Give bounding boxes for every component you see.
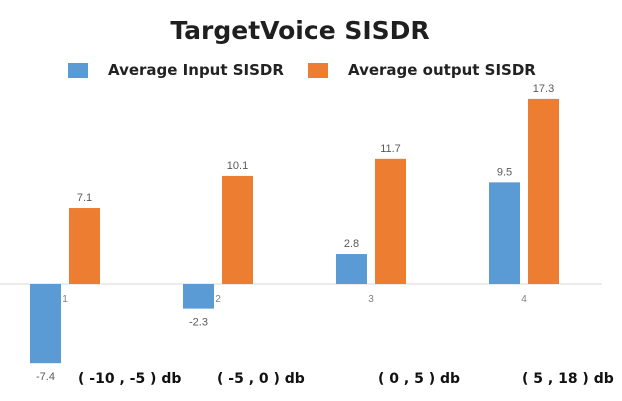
legend-item-output: Average output SISDR (308, 61, 536, 79)
bar-input-1 (30, 284, 61, 364)
value-label-output-2: 10.1 (227, 160, 248, 172)
value-label-output-1: 7.1 (77, 192, 92, 204)
legend-swatch-input (68, 62, 88, 78)
value-label-input-4: 9.5 (497, 166, 512, 178)
legend-item-input: Average Input SISDR (68, 61, 284, 79)
legend-label-output: Average output SISDR (348, 61, 536, 79)
legend-swatch-output (308, 62, 328, 78)
value-label-input-1: -7.4 (36, 371, 55, 383)
value-label-output-4: 17.3 (533, 83, 554, 95)
range-label-3: ( 0 , 5 ) db (378, 371, 461, 387)
value-label-output-3: 11.7 (380, 143, 401, 155)
range-label-2: ( -5 , 0 ) db (217, 371, 305, 387)
tick-label-4: 4 (521, 294, 527, 305)
value-label-input-3: 2.8 (344, 238, 359, 250)
range-label-1: ( -10 , -5 ) db (78, 371, 182, 387)
bar-input-4 (489, 182, 520, 284)
bar-input-2 (183, 284, 214, 309)
tick-label-3: 3 (368, 294, 374, 305)
tick-label-1: 1 (62, 294, 68, 305)
tick-label-2: 2 (215, 294, 221, 305)
range-label-4: ( 5 , 18 ) db (522, 371, 614, 387)
legend-label-input: Average Input SISDR (108, 61, 284, 79)
bar-output-1 (69, 208, 100, 284)
bar-output-2 (222, 175, 253, 284)
value-label-input-2: -2.3 (189, 317, 208, 329)
bar-output-3 (375, 158, 406, 284)
bar-input-3 (336, 254, 367, 284)
chart-title: TargetVoice SISDR (170, 16, 430, 45)
bar-output-4 (528, 98, 559, 284)
